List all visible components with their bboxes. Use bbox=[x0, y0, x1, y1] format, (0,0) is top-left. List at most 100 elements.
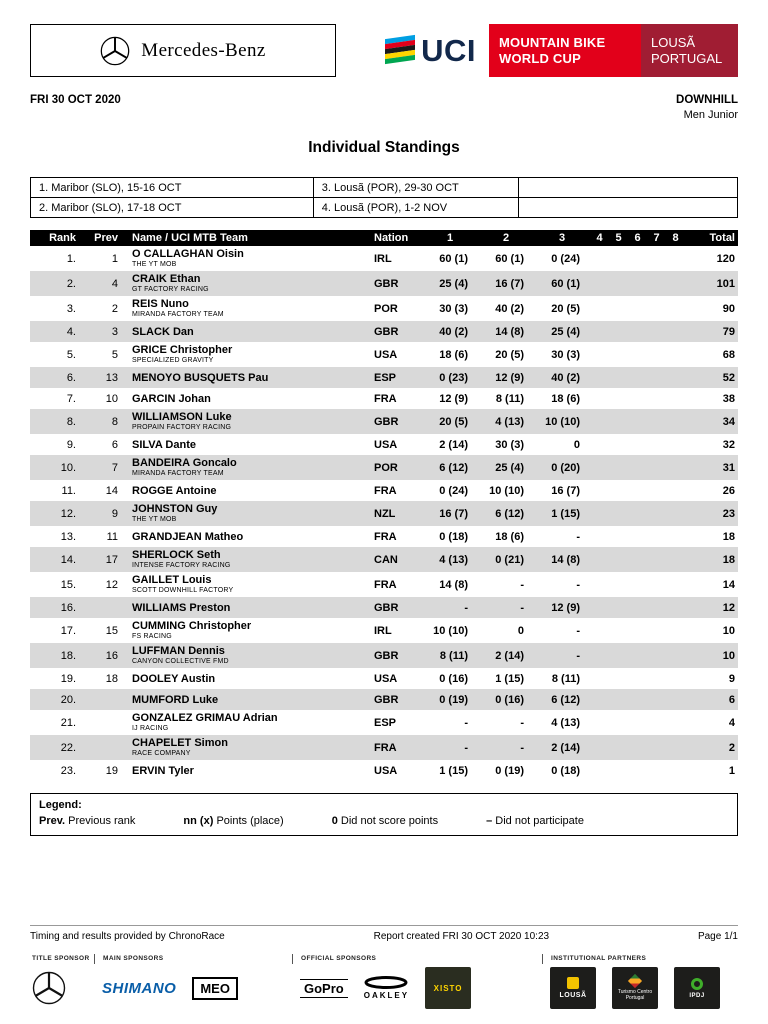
round2-points-cell: 40 (2) bbox=[495, 302, 524, 315]
rider-name: JOHNSTON Guy bbox=[132, 503, 218, 515]
nation-cell: USA bbox=[374, 438, 398, 451]
round1-points-cell: 2 (14) bbox=[439, 438, 468, 451]
column-header: 7 bbox=[647, 230, 666, 246]
rider-name: GAILLET Louis bbox=[132, 574, 212, 586]
rank-cell: 1. bbox=[66, 252, 76, 265]
rider-cell: GRANDJEAN Matheo bbox=[124, 526, 368, 547]
rider-name: CUMMING Christopher bbox=[132, 620, 252, 632]
round1-points-cell: 1 (15) bbox=[439, 764, 468, 777]
rider-cell: REIS Nuno MIRANDA FACTORY TEAM bbox=[124, 296, 368, 321]
round1-points-cell: 10 (10) bbox=[433, 624, 468, 637]
rank-cell: 10. bbox=[60, 461, 76, 474]
total-points-cell: 23 bbox=[722, 507, 735, 520]
round2-points-cell: 6 (12) bbox=[495, 507, 524, 520]
rider-team: GT FACTORY RACING bbox=[132, 286, 209, 293]
round1-points-cell: 20 (5) bbox=[439, 415, 468, 428]
event-cell: 1. Maribor (SLO), 15-16 OCT bbox=[30, 177, 314, 198]
round2-points-cell: - bbox=[520, 578, 524, 591]
events-row: 1. Maribor (SLO), 15-16 OCT 3. Lousã (PO… bbox=[30, 177, 739, 198]
rounds-4-8-cell bbox=[590, 643, 685, 668]
round1-points-cell: 0 (23) bbox=[439, 371, 468, 384]
total-points-cell: 79 bbox=[722, 325, 735, 338]
prev-rank-cell: 4 bbox=[111, 277, 118, 290]
column-header: Prev bbox=[80, 230, 124, 246]
shimano-logo: SHIMANO bbox=[102, 979, 177, 997]
round3-points-cell: 2 (14) bbox=[551, 741, 580, 754]
table-row: 3. 2 REIS Nuno MIRANDA FACTORY TEAM POR 30 (3… bbox=[30, 296, 738, 321]
rounds-4-8-cell bbox=[590, 271, 685, 296]
round3-points-cell: 30 (3) bbox=[551, 348, 580, 361]
nation-cell: GBR bbox=[374, 649, 399, 662]
prev-rank-cell: 19 bbox=[105, 764, 118, 777]
round2-points-cell: 0 (19) bbox=[495, 764, 524, 777]
standings-table: Rank Prev Name / UCI MTB Team Nation 1 2 3 4 5 6 7… bbox=[30, 230, 738, 781]
round1-points-cell: - bbox=[464, 716, 468, 729]
oakley-logo: OAKLEY bbox=[364, 976, 409, 1000]
round1-points-cell: 4 (13) bbox=[439, 553, 468, 566]
rank-cell: 4. bbox=[66, 325, 76, 338]
rank-cell: 17. bbox=[60, 624, 76, 637]
uci-logo: UCI bbox=[385, 24, 489, 77]
rounds-4-8-cell bbox=[590, 668, 685, 689]
rider-cell: MUMFORD Luke bbox=[124, 689, 368, 710]
series-line2: WORLD CUP bbox=[499, 50, 581, 66]
rider-name: BANDEIRA Goncalo bbox=[132, 457, 237, 469]
series-banner: MOUNTAIN BIKE WORLD CUP bbox=[489, 24, 641, 77]
rounds-4-8-cell bbox=[590, 547, 685, 572]
event-cell bbox=[517, 177, 739, 198]
total-points-cell: 1 bbox=[728, 764, 735, 777]
xisto-logo: XISTO bbox=[425, 967, 472, 1009]
sponsor-logos: SHIMANO MEO bbox=[94, 964, 292, 1012]
round3-points-cell: - bbox=[576, 530, 580, 543]
uci-wordmark: UCI bbox=[421, 32, 476, 68]
legend-text: Did not score points bbox=[340, 815, 439, 827]
round1-points-cell: 0 (24) bbox=[439, 484, 468, 497]
prev-rank-cell: 6 bbox=[111, 438, 118, 451]
rider-cell: JOHNSTON Guy THE YT MOB bbox=[124, 501, 368, 526]
total-points-cell: 6 bbox=[728, 693, 735, 706]
nation-cell: ESP bbox=[374, 371, 397, 384]
round1-points-cell: 16 (7) bbox=[439, 507, 468, 520]
timing-credit: Timing and results provided by ChronoRac… bbox=[30, 931, 225, 942]
prev-rank-cell: 3 bbox=[111, 325, 118, 338]
rounds-4-8-cell bbox=[590, 246, 685, 271]
sponsor-group-label: TITLE SPONSOR bbox=[32, 955, 90, 962]
prev-rank-cell bbox=[80, 710, 124, 735]
sponsor-logos bbox=[30, 964, 94, 1012]
nation-cell: FRA bbox=[374, 578, 397, 591]
column-header: 2 bbox=[478, 230, 534, 246]
sponsor-bar: TITLE SPONSOR MAIN SPONSORS SHIMANO MEO … bbox=[30, 954, 738, 1012]
table-row: 14. 17 SHERLOCK Seth INTENSE FACTORY RACING… bbox=[30, 547, 738, 572]
rounds-4-8-cell bbox=[590, 618, 685, 643]
round1-points-cell: 60 (1) bbox=[439, 252, 468, 265]
rider-team: THE YT MOB bbox=[132, 516, 177, 523]
rider-name: CHAPELET Simon bbox=[132, 737, 228, 749]
rounds-4-8-cell bbox=[590, 572, 685, 597]
legend-item: 0 Did not score points bbox=[332, 815, 438, 827]
legend-item: – Did not participate bbox=[486, 815, 584, 827]
table-row: 23. 19 ERVIN Tyler USA 1 (15) 0 (19) 0 (18) 1 bbox=[30, 760, 738, 781]
round3-points-cell: 8 (11) bbox=[551, 672, 580, 685]
ipdj-wordmark: IPDJ bbox=[689, 992, 705, 999]
column-header: 8 bbox=[666, 230, 685, 246]
events-table: 1. Maribor (SLO), 15-16 OCT 3. Lousã (PO… bbox=[30, 177, 739, 218]
round3-points-cell: 0 (20) bbox=[551, 461, 580, 474]
xisto-wordmark: XISTO bbox=[433, 983, 463, 993]
round3-points-cell: 16 (7) bbox=[551, 484, 580, 497]
rank-cell: 11. bbox=[61, 484, 76, 497]
table-row: 5. 5 GRICE Christopher SPECIALIZED GRAVITY U… bbox=[30, 342, 738, 367]
rider-name: WILLIAMS Preston bbox=[132, 601, 231, 614]
round2-points-cell: - bbox=[520, 716, 524, 729]
rider-name: MUMFORD Luke bbox=[132, 693, 219, 706]
column-header: Rank bbox=[30, 230, 80, 246]
column-header: 1 bbox=[422, 230, 478, 246]
round3-points-cell: 20 (5) bbox=[551, 302, 580, 315]
round3-points-cell: 10 (10) bbox=[545, 415, 580, 428]
category-label: Men Junior bbox=[683, 109, 738, 121]
nation-cell: POR bbox=[374, 461, 398, 474]
rider-cell: GAILLET Louis SCOTT DOWNHILL FACTORY bbox=[124, 572, 368, 597]
round3-points-cell: 12 (9) bbox=[551, 601, 580, 614]
nation-cell: IRL bbox=[374, 252, 392, 265]
rider-name: GARCIN Johan bbox=[132, 392, 211, 405]
